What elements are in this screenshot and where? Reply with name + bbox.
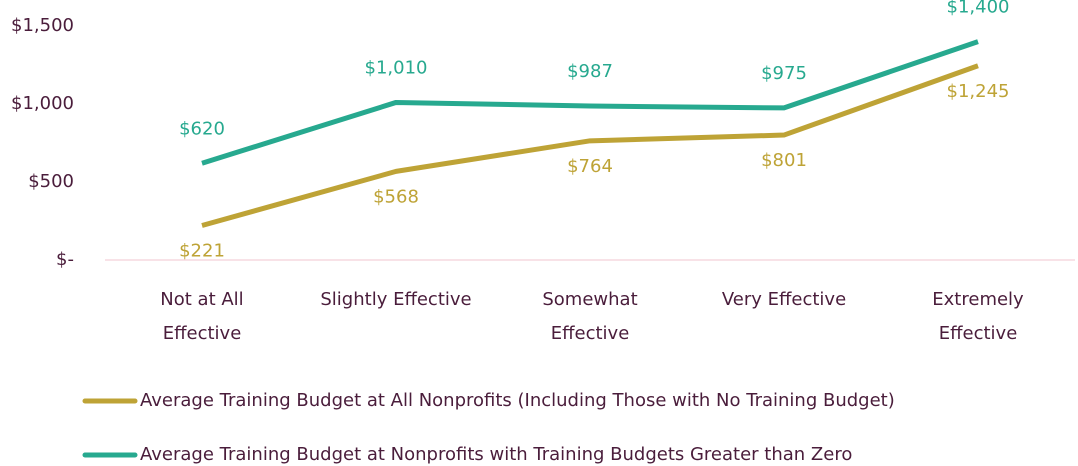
data-label: $801 bbox=[761, 150, 807, 171]
series-line bbox=[201, 39, 979, 166]
data-label: $1,245 bbox=[947, 81, 1010, 102]
data-label: $221 bbox=[179, 241, 225, 262]
x-tick-label: Somewhat Effective bbox=[542, 289, 638, 344]
x-tick-label: Not at All Effective bbox=[160, 289, 244, 344]
y-tick-label: $1,000 bbox=[11, 93, 74, 114]
legend-label: Average Training Budget at Nonprofits wi… bbox=[140, 444, 852, 465]
x-tick-label: Extremely Effective bbox=[932, 289, 1024, 344]
data-label: $1,010 bbox=[365, 57, 428, 78]
data-label: $987 bbox=[567, 61, 613, 82]
data-label: $620 bbox=[179, 118, 225, 139]
data-label: $568 bbox=[373, 186, 419, 207]
x-tick-label: Slightly Effective bbox=[320, 289, 472, 310]
data-label: $1,400 bbox=[947, 0, 1010, 18]
y-tick-label: $500 bbox=[28, 171, 74, 192]
data-label: $764 bbox=[567, 156, 613, 177]
series-line bbox=[201, 63, 979, 228]
y-tick-label: $- bbox=[56, 249, 74, 270]
legend-label: Average Training Budget at All Nonprofit… bbox=[140, 390, 895, 411]
y-tick-label: $1,500 bbox=[11, 15, 74, 36]
x-tick-label: Very Effective bbox=[721, 289, 847, 310]
data-label: $975 bbox=[761, 63, 807, 84]
